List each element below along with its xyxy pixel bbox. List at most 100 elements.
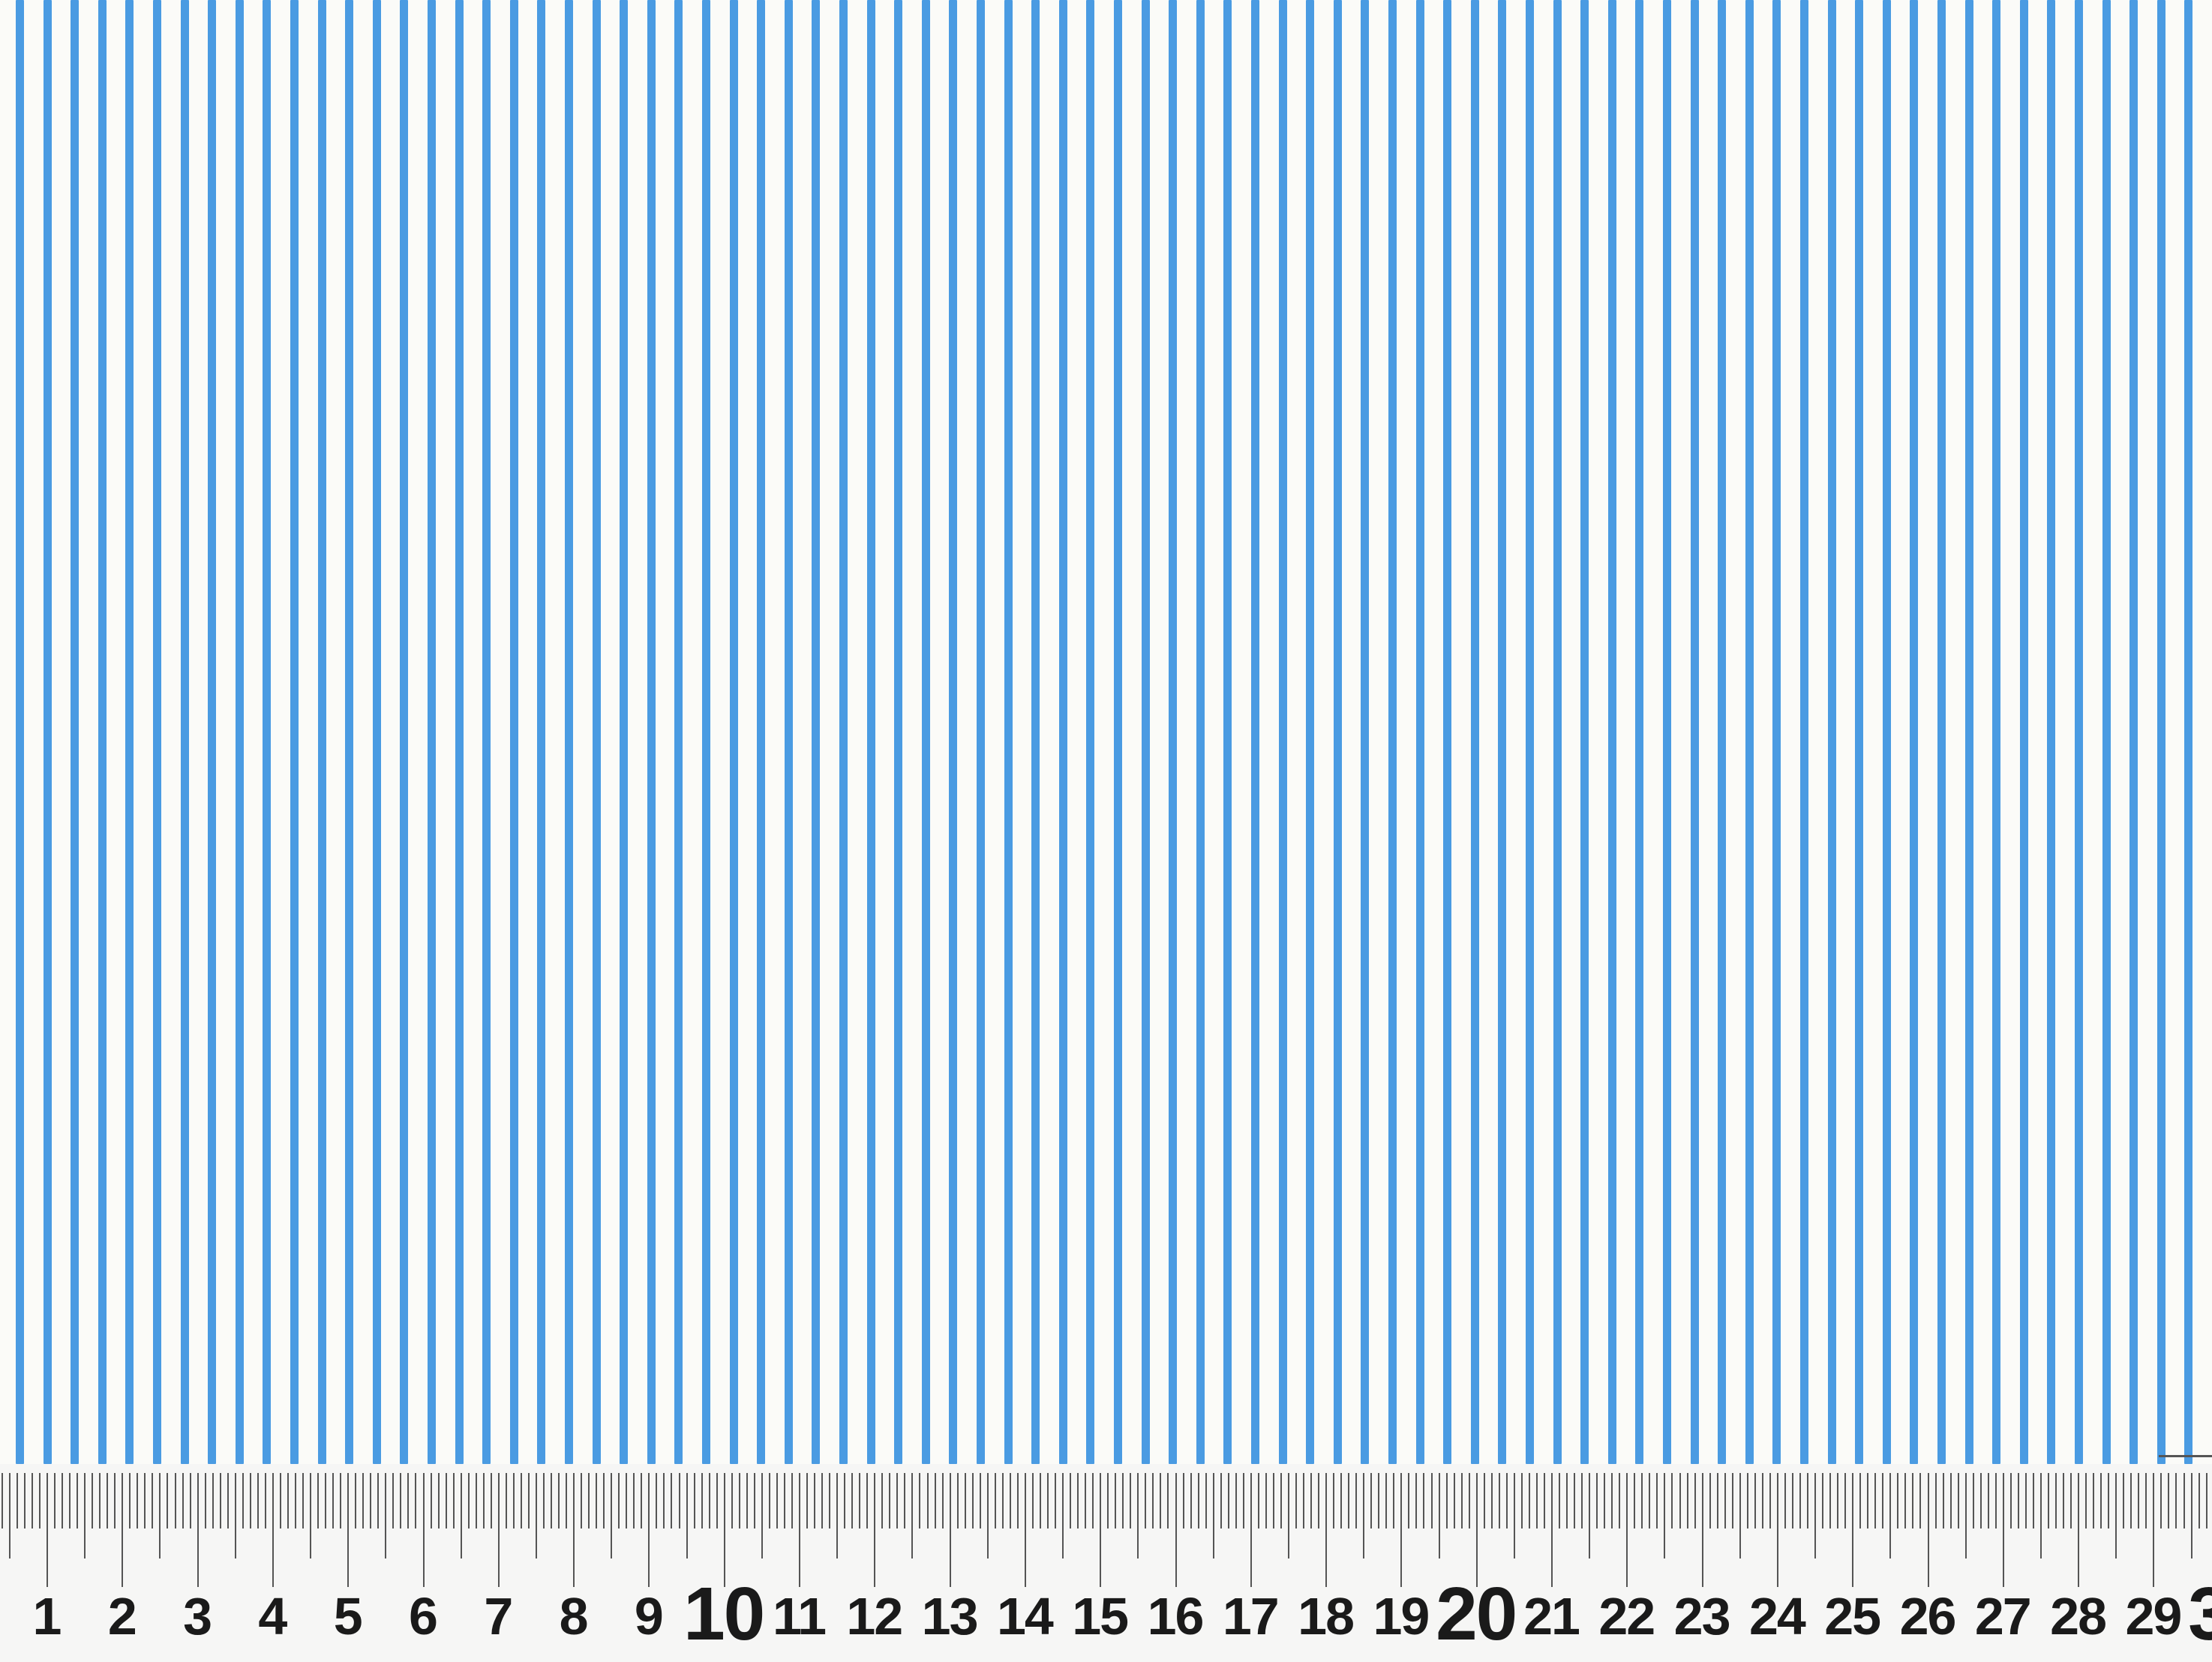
ruler-tick	[588, 1473, 590, 1528]
ruler-tick	[159, 1473, 161, 1558]
fabric-stripe	[1690, 0, 1699, 1464]
ruler-tick	[1055, 1473, 1057, 1528]
ruler-tick	[2070, 1473, 2072, 1528]
ruler-tick	[1085, 1473, 1087, 1528]
ruler-tick	[1438, 1473, 1440, 1558]
fabric-stripe	[1526, 0, 1534, 1464]
ruler-label: 17	[1222, 1587, 1280, 1646]
ruler-tick	[1445, 1473, 1448, 1528]
ruler-tick	[1295, 1473, 1297, 1528]
ruler-tick	[1513, 1473, 1515, 1558]
ruler-tick	[1303, 1473, 1304, 1528]
ruler-tick	[866, 1473, 869, 1528]
ruler-label: 18	[1298, 1587, 1355, 1646]
ruler-tick	[566, 1473, 568, 1528]
fabric-stripe	[866, 0, 875, 1464]
ruler-tick	[422, 1473, 425, 1587]
ruler-tick	[1363, 1473, 1365, 1558]
ruler-tick	[294, 1473, 296, 1528]
ruler-tick	[708, 1473, 710, 1528]
ruler-label: 23	[1673, 1587, 1731, 1646]
ruler-tick	[2115, 1473, 2117, 1558]
fabric-stripe	[1251, 0, 1259, 1464]
fabric-stripe	[400, 0, 409, 1464]
ruler-label: 29	[2125, 1587, 2182, 1646]
ruler-tick	[385, 1473, 387, 1558]
fabric-stripe	[1196, 0, 1205, 1464]
ruler-tick	[505, 1473, 507, 1528]
ruler-tick	[851, 1473, 854, 1528]
ruler-tick	[1031, 1473, 1034, 1528]
ruler-tick	[814, 1473, 816, 1528]
ruler-tick	[551, 1473, 552, 1528]
ruler-tick	[1889, 1473, 1892, 1558]
ruler-tick	[452, 1473, 455, 1528]
ruler-tick	[1664, 1473, 1666, 1558]
ruler-label: 11	[773, 1587, 827, 1646]
ruler-tick	[1235, 1473, 1237, 1528]
ruler-tick	[1460, 1473, 1463, 1528]
ruler-tick	[152, 1473, 154, 1528]
ruler-tick	[1167, 1473, 1169, 1528]
ruler-tick	[1807, 1473, 1809, 1528]
measuring-ruler: 1 2 3 4 5 6 7 8 9 10 11 12 13 14 15 16 17 18 19 20 21 22 23 24 2…	[0, 1464, 2212, 1662]
fabric-stripe	[1553, 0, 1562, 1464]
ruler-tick	[1415, 1473, 1418, 1528]
fabric-stripe	[1388, 0, 1397, 1464]
ruler-tick	[956, 1473, 959, 1528]
ruler-tick	[92, 1473, 94, 1528]
fabric-stripe	[1415, 0, 1424, 1464]
ruler-tick	[1897, 1473, 1899, 1528]
ruler-tick	[475, 1473, 477, 1528]
ruler-tick	[430, 1473, 432, 1528]
ruler-tick	[994, 1473, 996, 1528]
ruler-tick	[641, 1473, 643, 1528]
ruler-tick	[1453, 1473, 1455, 1528]
fabric-stripe	[153, 0, 161, 1464]
fabric-stripe	[1827, 0, 1836, 1464]
ruler-tick	[2002, 1473, 2004, 1587]
ruler-tick	[663, 1473, 665, 1528]
fabric-stripe	[71, 0, 80, 1464]
fabric-stripe	[537, 0, 546, 1464]
ruler-tick	[332, 1473, 335, 1528]
fabric-stripe	[1635, 0, 1644, 1464]
fabric-stripe	[702, 0, 710, 1464]
ruler-tick	[1867, 1473, 1869, 1528]
ruler-tick	[272, 1473, 274, 1587]
ruler-tick	[264, 1473, 266, 1528]
ruler-tick	[1822, 1473, 1824, 1528]
ruler-tick	[1160, 1473, 1162, 1528]
ruler-tick	[761, 1473, 763, 1558]
ruler-tick	[535, 1473, 537, 1558]
fabric-stripe	[839, 0, 848, 1464]
ruler-tick	[603, 1473, 605, 1528]
ruler-tick	[1964, 1473, 1967, 1558]
ruler-tick	[1784, 1473, 1786, 1528]
ruler-tick	[1145, 1473, 1147, 1528]
ruler-tick	[392, 1473, 395, 1528]
fabric-stripe	[1910, 0, 1919, 1464]
ruler-tick	[648, 1473, 650, 1587]
ruler-label: 21	[1523, 1587, 1580, 1646]
ruler-tick	[611, 1473, 613, 1558]
ruler-tick	[1137, 1473, 1139, 1558]
fabric-stripe	[1663, 0, 1671, 1464]
ruler-tick	[1310, 1473, 1313, 1528]
ruler-tick	[16, 1473, 18, 1528]
ruler-tick	[881, 1473, 884, 1528]
ruler-tick	[1227, 1473, 1229, 1528]
ruler-tick	[889, 1473, 891, 1528]
ruler-tick	[1046, 1473, 1049, 1528]
ruler-tick	[2145, 1473, 2147, 1528]
ruler-tick	[1175, 1473, 1177, 1587]
ruler-tick	[1596, 1473, 1598, 1528]
ruler-tick	[2047, 1473, 2049, 1528]
ruler-tick	[2175, 1473, 2177, 1528]
ruler-label: 9	[634, 1587, 664, 1646]
fabric-stripe	[2019, 0, 2028, 1464]
ruler-tick	[1393, 1473, 1395, 1528]
ruler-tick	[1408, 1473, 1410, 1528]
ruler-tick	[1115, 1473, 1117, 1528]
ruler-tick	[1694, 1473, 1696, 1528]
